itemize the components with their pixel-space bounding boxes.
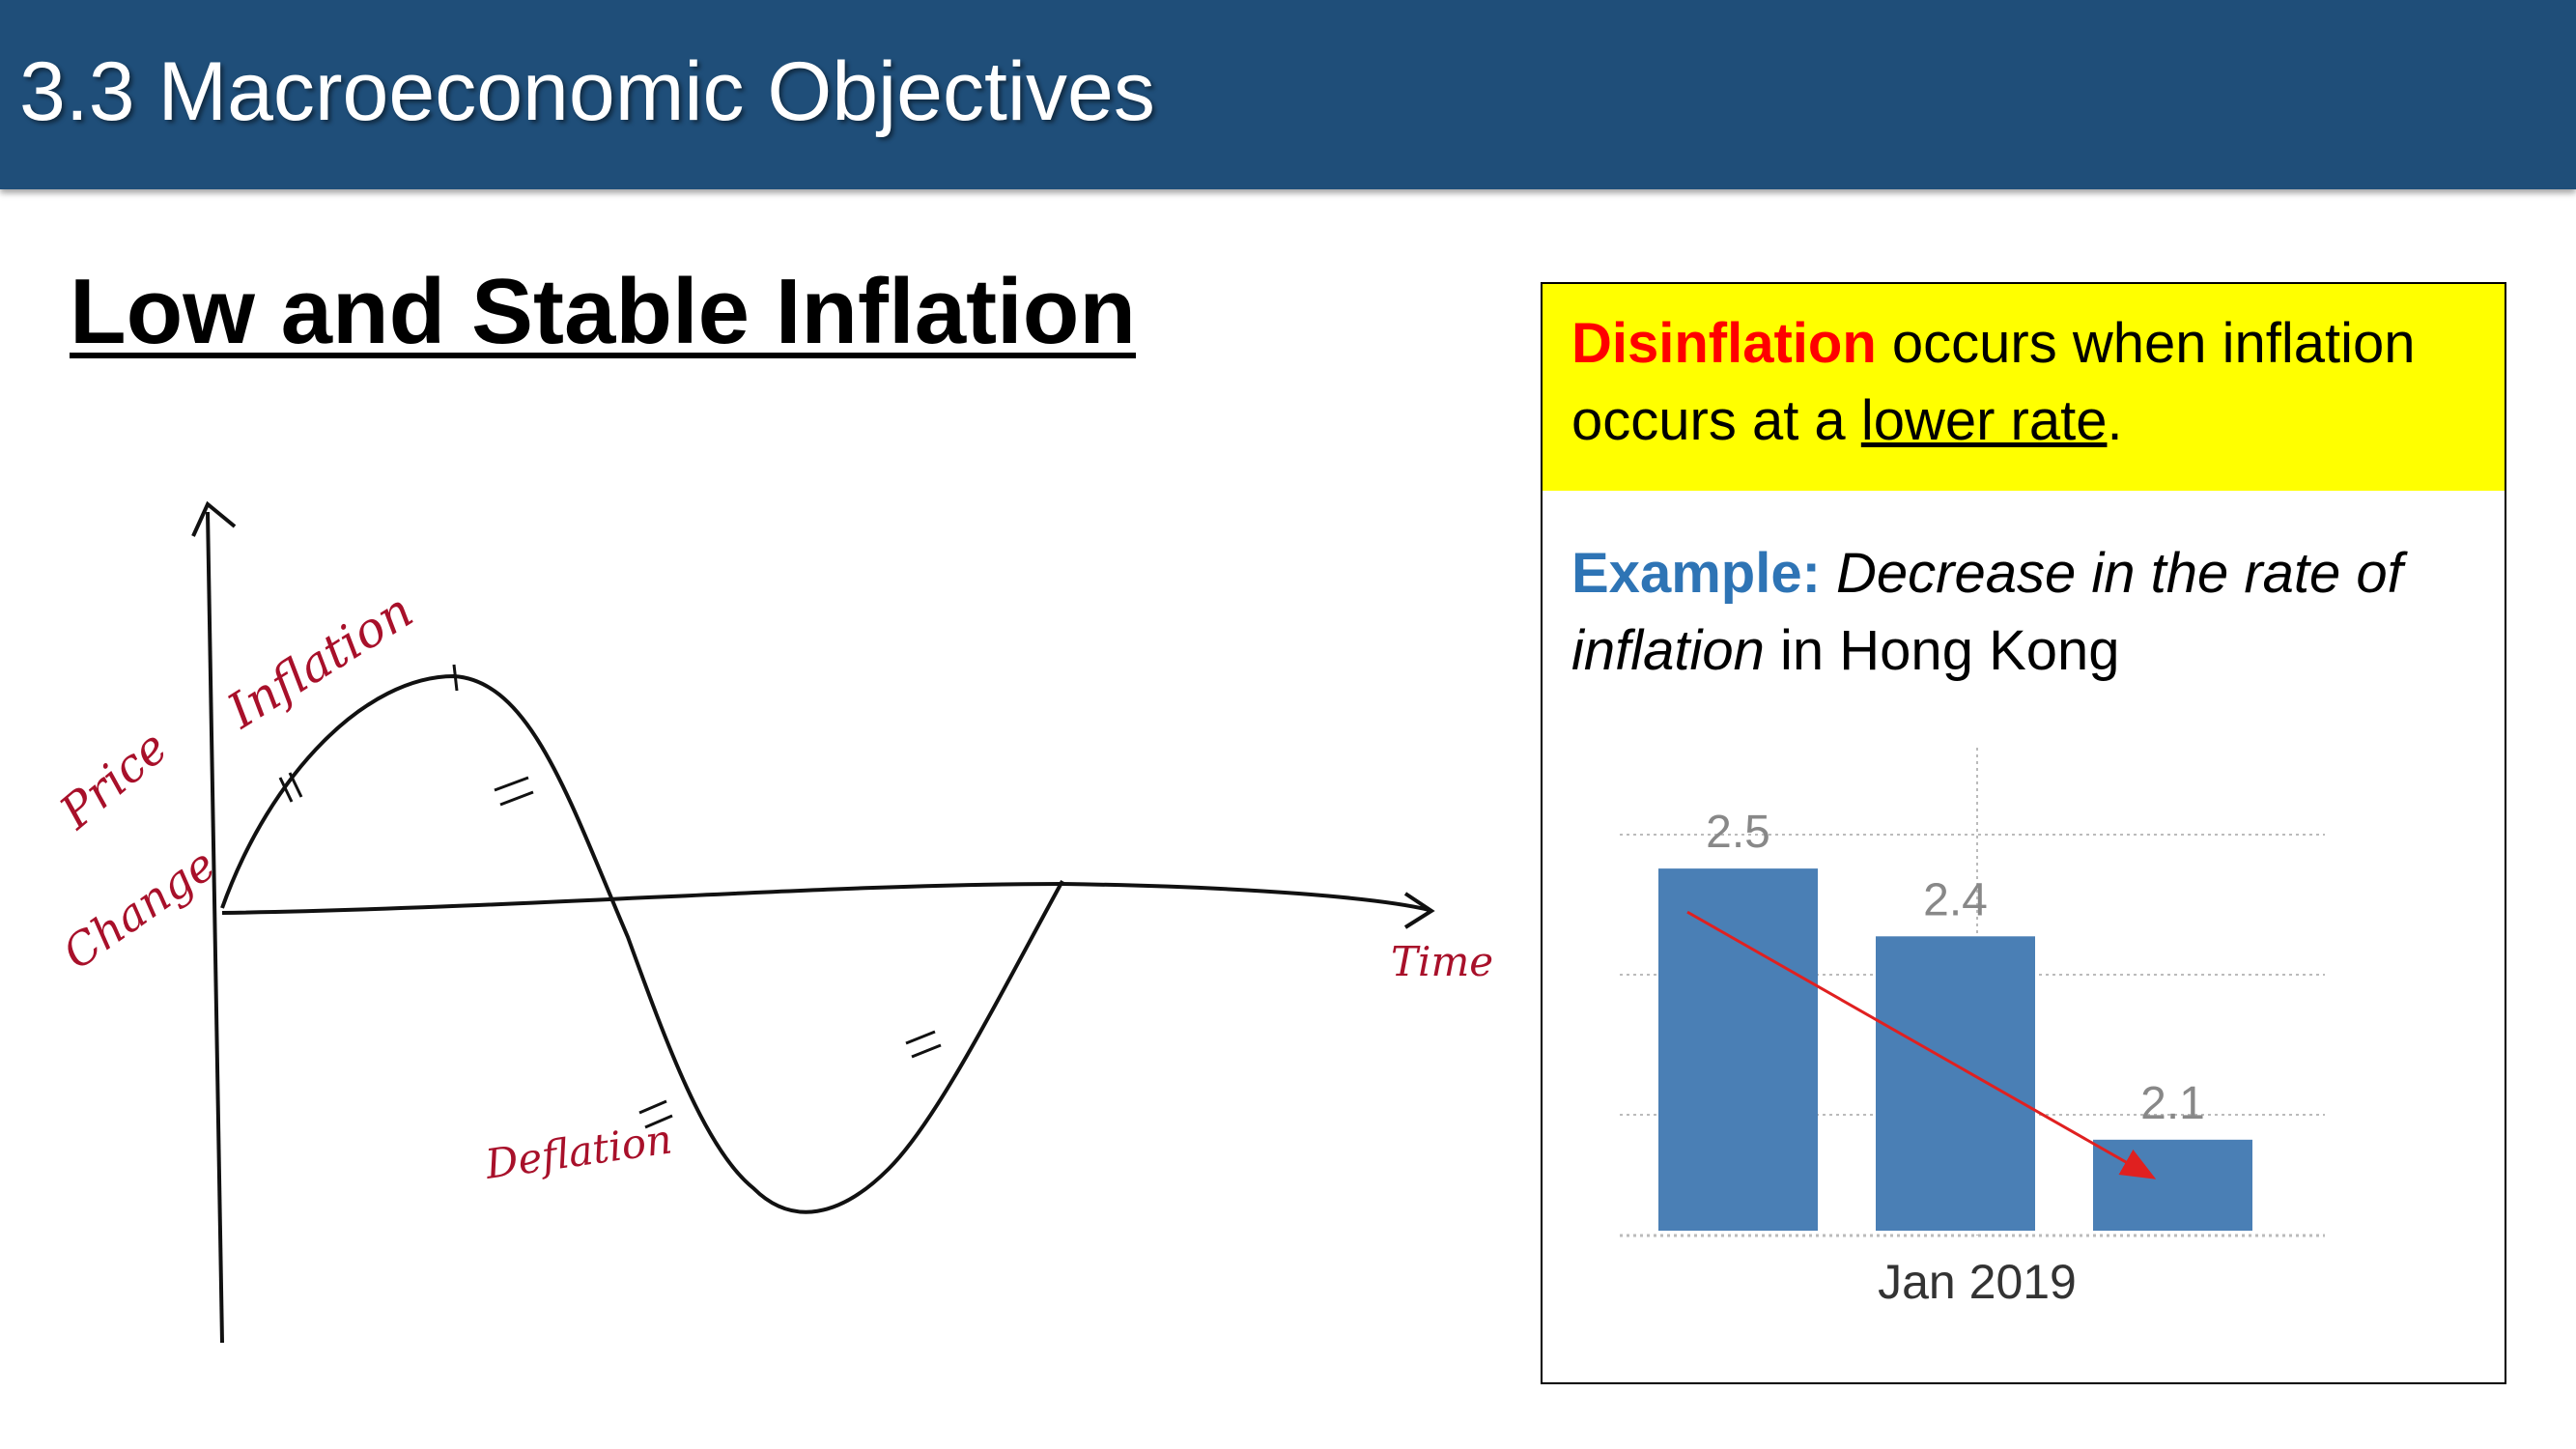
sketch-cycle-curve [220,673,1064,1214]
chart-data-label: 2.1 [2140,1078,2205,1129]
chart-x-axis-label: Jan 2019 [1878,1255,2077,1309]
example-rest: in Hong Kong [1764,619,2120,682]
sketch-x-label: Time [1391,938,1493,985]
definition-end: . [2107,389,2123,452]
chart-data-label: 2.4 [1923,874,1988,925]
definition-panel: Disinflation occurs when inflation occur… [1543,284,2505,491]
example-italic: Decrease in the rate of inflation [1571,542,2403,682]
chart-bar [1658,868,1818,1231]
sketch-y-axis-arrowhead [191,500,237,537]
definition-text: Disinflation occurs when inflation occur… [1571,305,2489,460]
sketch-trough-label: Deflation [482,1115,675,1188]
sketch-tick [638,1099,673,1129]
slide-subheading: Low and Stable Inflation [70,260,1136,363]
slide-title: 3.3 Macroeconomic Objectives [19,45,1155,138]
sketch-x-axis-arrowhead [1403,892,1435,929]
inflation-cycle-sketch: Inflation Price Change Time Deflation [49,500,1493,1344]
sketch-y-label-2: Change [53,838,224,980]
sketch-tick [494,776,534,807]
chart-bar [1876,936,2035,1231]
inflation-bar-chart: 2.5 2.4 2.1 Jan 2019 [1620,748,2325,1309]
definition-term: Disinflation [1571,312,1877,375]
sketch-y-axis [206,511,224,1344]
sketch-y-label-1: Price [49,720,178,839]
sketch-tick [905,1030,942,1059]
definition-underlined: lower rate [1860,389,2108,452]
example-label: Example: [1571,542,1821,605]
definition-text-part: occurs when inflation occurs at a [1571,312,2416,452]
chart-bar [2093,1139,2252,1231]
info-box: Disinflation occurs when inflation occur… [1541,282,2506,1384]
title-bar: 3.3 Macroeconomic Objectives [0,0,2576,189]
chart-data-label: 2.5 [1706,807,1770,858]
sketch-peak-label: Inflation [217,582,423,740]
chart-trend-arrow [1686,910,2157,1179]
sketch-x-axis [221,881,1430,915]
sketch-tick [452,664,459,692]
sketch-tick [278,772,303,803]
example-text: Example: Decrease in the rate of inflati… [1571,535,2489,690]
